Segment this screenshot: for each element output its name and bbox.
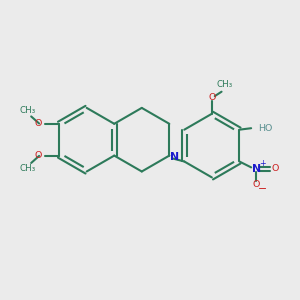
Text: CH₃: CH₃ bbox=[20, 164, 36, 173]
Text: O: O bbox=[253, 180, 260, 189]
Text: N: N bbox=[252, 164, 261, 174]
Text: CH₃: CH₃ bbox=[20, 106, 36, 115]
Text: CH₃: CH₃ bbox=[217, 80, 233, 89]
Text: O: O bbox=[209, 93, 216, 102]
Text: O: O bbox=[34, 151, 41, 160]
Text: N: N bbox=[170, 152, 179, 162]
Text: HO: HO bbox=[259, 124, 273, 133]
Text: O: O bbox=[272, 164, 279, 173]
Text: −: − bbox=[258, 184, 267, 194]
Text: +: + bbox=[259, 159, 266, 168]
Text: O: O bbox=[34, 119, 41, 128]
